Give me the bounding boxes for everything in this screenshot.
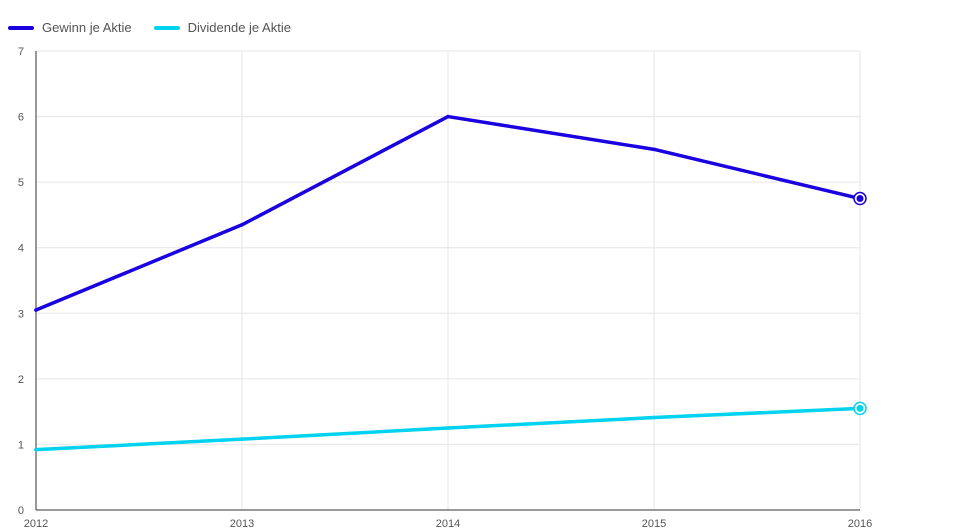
y-tick-label: 0 (18, 505, 24, 517)
data-point-gewinn[interactable] (240, 222, 244, 227)
y-tick-label: 6 (18, 112, 24, 124)
legend-swatch-dividende (153, 25, 180, 30)
y-tick-label: 2 (18, 374, 24, 386)
data-point-gewinn[interactable] (34, 308, 38, 312)
data-point-dividende[interactable] (856, 404, 864, 412)
legend-label-gewinn: Gewinn je Aktie (42, 20, 132, 35)
grid (36, 50, 861, 510)
y-tick-label: 3 (18, 308, 24, 320)
legend-swatch-gewinn (8, 25, 34, 30)
legend-label-dividende: Dividende je Aktie (187, 20, 291, 35)
x-tick-label: 2012 (24, 518, 48, 530)
x-tick-label: 2015 (642, 518, 666, 530)
x-tick-label: 2013 (230, 518, 254, 530)
x-tick-label: 2016 (848, 518, 872, 530)
data-point-gewinn[interactable] (856, 195, 864, 203)
legend-item-gewinn[interactable]: Gewinn je Aktie (8, 20, 132, 35)
y-tick-label: 5 (18, 177, 24, 189)
data-point-dividende[interactable] (240, 437, 244, 441)
axes: 0 1 2 3 4 5 6 7 2012 2013 2014 2015 2016 (18, 46, 872, 530)
data-point-gewinn[interactable] (446, 114, 450, 119)
data-point-gewinn[interactable] (652, 147, 656, 152)
y-tick-label: 4 (18, 243, 24, 255)
x-tick-label: 2014 (436, 518, 460, 530)
series-layer (34, 114, 867, 452)
data-point-dividende[interactable] (34, 447, 38, 452)
data-point-dividende[interactable] (652, 415, 656, 420)
data-point-dividende[interactable] (446, 426, 450, 430)
legend: Gewinn je Aktie Dividende je Aktie (8, 20, 291, 35)
y-tick-label: 1 (18, 439, 24, 451)
legend-item-dividende[interactable]: Dividende je Aktie (153, 20, 291, 35)
y-tick-label: 7 (18, 46, 24, 58)
